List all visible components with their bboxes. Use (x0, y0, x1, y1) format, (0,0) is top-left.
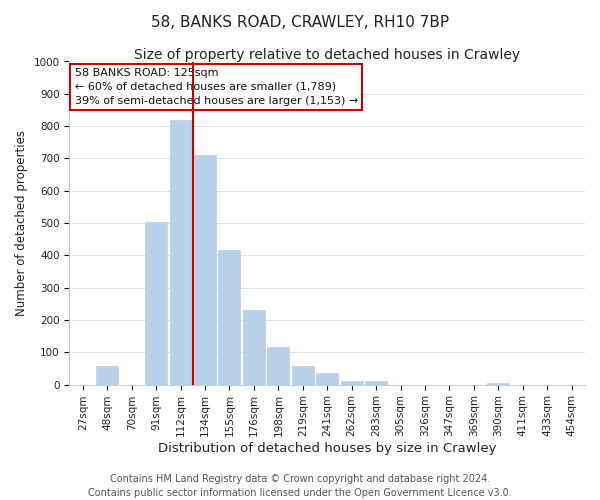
Bar (268, 347, 289, 385)
Bar (194, 155, 216, 384)
Text: 58, BANKS ROAD, CRAWLEY, RH10 7BP: 58, BANKS ROAD, CRAWLEY, RH10 7BP (151, 15, 449, 30)
Y-axis label: Number of detached properties: Number of detached properties (15, 130, 28, 316)
Bar (316, 374, 338, 384)
Title: Size of property relative to detached houses in Crawley: Size of property relative to detached ho… (134, 48, 520, 62)
Bar (292, 366, 314, 384)
Bar (365, 380, 387, 384)
Text: Contains HM Land Registry data © Crown copyright and database right 2024.
Contai: Contains HM Land Registry data © Crown c… (88, 474, 512, 498)
Bar (243, 310, 265, 384)
Text: 58 BANKS ROAD: 125sqm
← 60% of detached houses are smaller (1,789)
39% of semi-d: 58 BANKS ROAD: 125sqm ← 60% of detached … (74, 68, 358, 106)
X-axis label: Distribution of detached houses by size in Crawley: Distribution of detached houses by size … (158, 442, 496, 455)
Bar (487, 383, 509, 384)
Bar (96, 366, 118, 384)
Bar (341, 380, 362, 384)
Bar (170, 120, 191, 384)
Bar (218, 250, 241, 384)
Bar (145, 222, 167, 384)
